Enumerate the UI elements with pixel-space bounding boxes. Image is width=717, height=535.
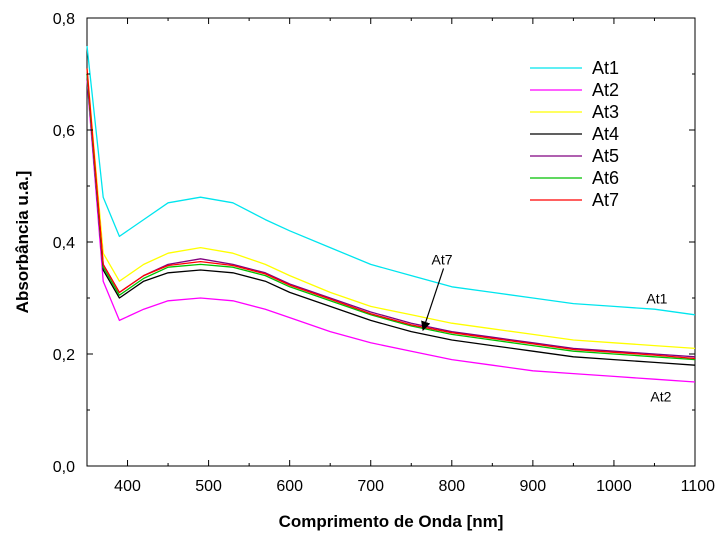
y-tick-label: 0,6 — [53, 123, 75, 140]
y-tick-label: 0,8 — [53, 11, 75, 28]
legend-label-at6: At6 — [592, 168, 619, 188]
legend-label-at3: At3 — [592, 102, 619, 122]
series-layer — [86, 45, 696, 383]
y-tick-label: 0,2 — [53, 347, 75, 364]
legend-label-at2: At2 — [592, 80, 619, 100]
annotations: At1 At2 At7 — [421, 251, 672, 405]
x-tick-label: 1100 — [681, 478, 716, 495]
y-tick-label: 0,0 — [53, 459, 75, 476]
series-line-at3 — [86, 68, 696, 350]
legend-label-at7: At7 — [592, 190, 619, 210]
series-line-at1 — [86, 45, 696, 316]
series-line-at7 — [86, 68, 696, 360]
x-tick-label: 800 — [438, 478, 465, 495]
series-line-at2 — [86, 79, 696, 383]
x-tick-label: 400 — [114, 478, 141, 495]
annotation-at2: At2 — [650, 389, 671, 405]
x-tick-label: 700 — [357, 478, 384, 495]
x-axis-ticks: 400 500 600 700 800 900 1000 1100 — [86, 18, 716, 495]
legend-label-at5: At5 — [592, 146, 619, 166]
y-tick-label: 0,4 — [53, 235, 75, 252]
x-tick-label: 600 — [276, 478, 303, 495]
series-line-at6 — [86, 73, 696, 361]
x-axis-title: Comprimento de Onda [nm] — [279, 512, 504, 531]
series-line-at4 — [86, 73, 696, 366]
x-tick-label: 500 — [195, 478, 222, 495]
legend-label-at1: At1 — [592, 58, 619, 78]
x-tick-label: 1000 — [596, 478, 632, 495]
y-axis-title: Absorbância u.a.] — [13, 171, 32, 314]
x-tick-label: 900 — [520, 478, 547, 495]
annotation-at1: At1 — [646, 291, 667, 307]
annotation-at7: At7 — [432, 251, 453, 267]
legend-label-at4: At4 — [592, 124, 619, 144]
y-axis-ticks: 0,0 0,2 0,4 0,6 0,8 — [53, 11, 695, 476]
annotation-arrow-at7 — [421, 268, 445, 332]
